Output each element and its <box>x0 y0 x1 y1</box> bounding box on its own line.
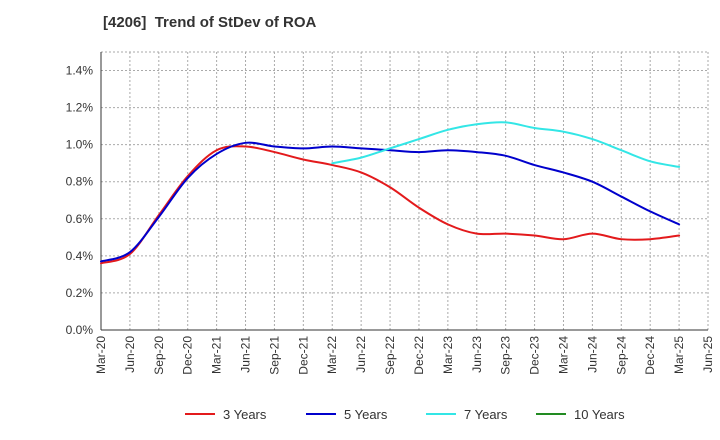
x-tick-label: Dec-21 <box>296 336 310 375</box>
legend-label-7-years: 7 Years <box>464 407 508 422</box>
x-tick-label: Sep-22 <box>383 336 397 375</box>
y-tick-label: 1.0% <box>66 138 94 152</box>
x-tick-label: Dec-20 <box>181 336 195 375</box>
y-tick-label: 0.2% <box>66 286 94 300</box>
x-tick-label: Dec-23 <box>528 336 542 375</box>
y-tick-label: 1.4% <box>66 64 94 78</box>
x-tick-label: Mar-21 <box>210 336 224 374</box>
x-tick-label: Jun-24 <box>585 336 599 373</box>
legend: 3 Years 5 Years 7 Years 10 Years <box>185 407 625 422</box>
series-line-3-years <box>100 145 681 265</box>
legend-label-5-years: 5 Years <box>344 407 388 422</box>
x-tick-label: Sep-21 <box>267 336 281 375</box>
y-tick-label: 0.6% <box>66 212 94 226</box>
series-line-7-years <box>331 121 681 168</box>
series-lines <box>100 121 681 265</box>
y-tick-label: 0.4% <box>66 249 94 263</box>
x-tick-label: Mar-20 <box>94 336 108 374</box>
x-tick-label: Mar-23 <box>441 336 455 374</box>
y-tick-label: 0.0% <box>66 323 94 337</box>
series-line-5-years <box>100 141 681 263</box>
axes: 0.0% 0.2% 0.4% 0.6% 0.8% 1.0% 1.2% 1.4% Mar-20 Ju… <box>66 52 715 375</box>
x-tick-label: Sep-20 <box>152 336 166 375</box>
x-tick-label: Sep-23 <box>499 336 513 375</box>
x-tick-label: Jun-21 <box>239 336 253 373</box>
legend-label-3-years: 3 Years <box>223 407 267 422</box>
x-tick-label: Sep-24 <box>614 336 628 375</box>
x-tick-label: Jun-20 <box>123 336 137 373</box>
x-tick-label: Dec-24 <box>643 336 657 375</box>
legend-label-10-years: 10 Years <box>574 407 625 422</box>
x-tick-label: Jun-25 <box>701 336 715 373</box>
x-tick-label: Dec-22 <box>412 336 426 375</box>
x-tick-label: Jun-22 <box>354 336 368 373</box>
grid <box>101 51 709 330</box>
y-tick-label: 0.8% <box>66 175 94 189</box>
y-tick-label: 1.2% <box>66 101 94 115</box>
chart-title: [4206] Trend of StDev of ROA <box>103 14 317 31</box>
x-tick-label: Mar-22 <box>325 336 339 374</box>
x-tick-label: Jun-23 <box>470 336 484 373</box>
x-tick-label: Mar-25 <box>672 336 686 374</box>
x-tick-label: Mar-24 <box>556 336 570 374</box>
